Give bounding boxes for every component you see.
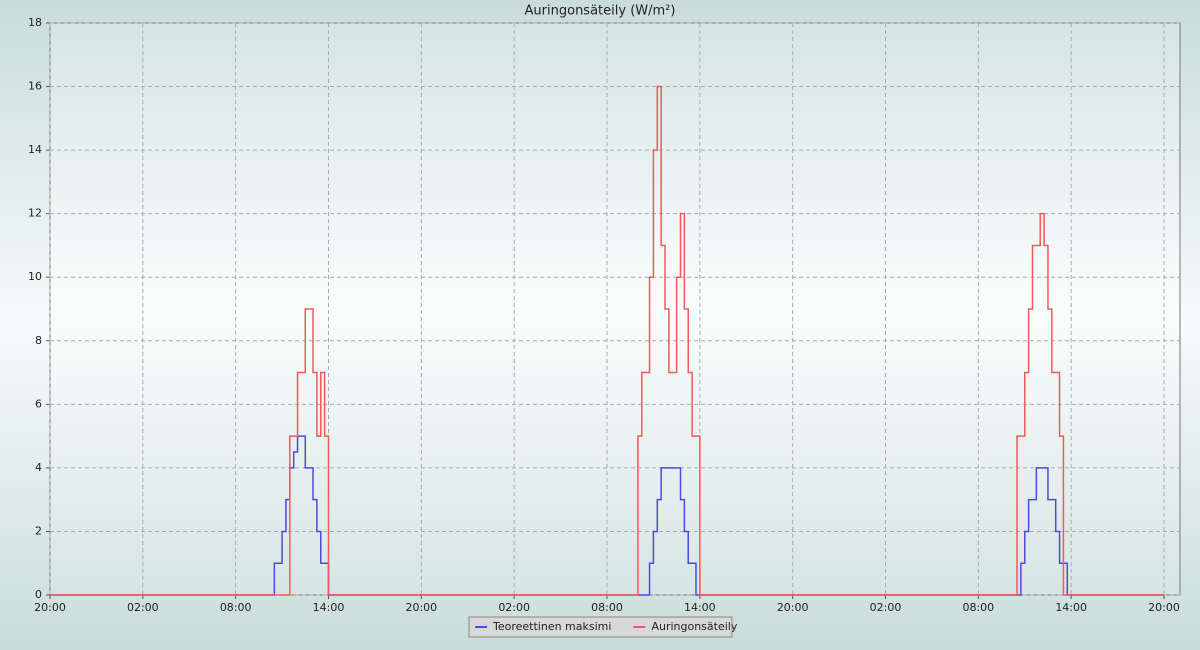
x-tick-label: 02:00: [127, 601, 159, 614]
y-tick-label: 14: [28, 143, 42, 156]
y-tick-label: 4: [35, 461, 42, 474]
series-line: [50, 435, 1164, 596]
y-tick-label: 2: [35, 524, 42, 537]
y-tick-label: 18: [28, 16, 42, 29]
x-tick-label: 20:00: [405, 601, 437, 614]
x-tick-label: 08:00: [591, 601, 623, 614]
y-tick-label: 6: [35, 397, 42, 410]
x-tick-label: 02:00: [498, 601, 530, 614]
y-tick-label: 10: [28, 270, 42, 283]
x-tick-label: 14:00: [1055, 601, 1087, 614]
x-tick-label: 02:00: [870, 601, 902, 614]
x-tick-label: 14:00: [684, 601, 716, 614]
x-tick-label: 20:00: [777, 601, 809, 614]
x-tick-label: 14:00: [313, 601, 345, 614]
x-tick-label: 08:00: [220, 601, 252, 614]
x-tick-label: 08:00: [962, 601, 994, 614]
x-tick-label: 20:00: [1148, 601, 1180, 614]
x-tick-label: 20:00: [34, 601, 66, 614]
y-tick-label: 12: [28, 207, 42, 220]
legend: [468, 616, 733, 638]
chart-title: Auringonsäteily (W/m²): [525, 4, 676, 19]
y-tick-label: 16: [28, 80, 42, 93]
plot-area: [49, 22, 1181, 596]
y-tick-label: 8: [35, 334, 42, 347]
legend-label: Auringonsäteily: [651, 620, 737, 633]
series-line: [50, 85, 1164, 596]
y-tick-label: 0: [35, 588, 42, 601]
legend-label: Teoreettinen maksimi: [492, 620, 611, 633]
